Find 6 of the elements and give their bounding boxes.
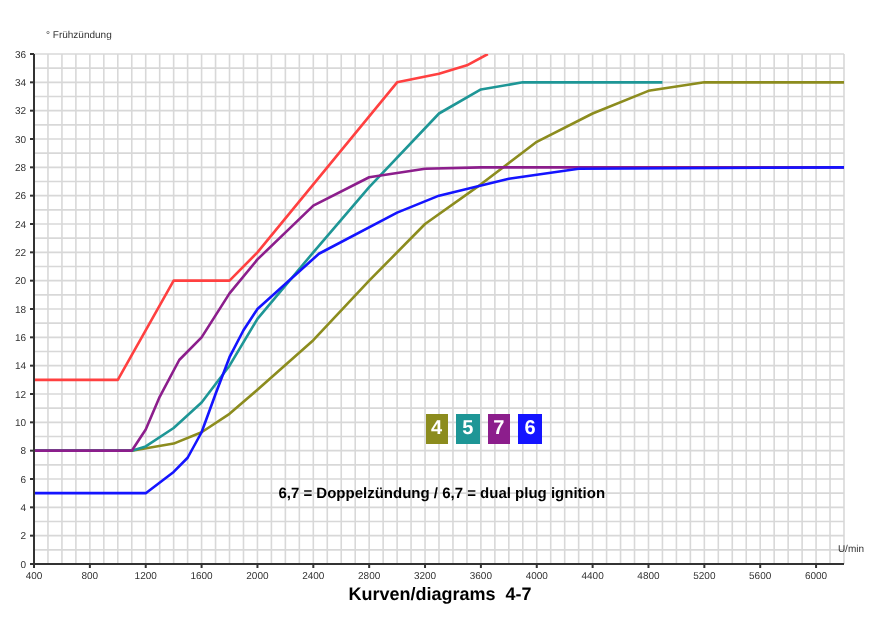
text: 7: [487, 414, 511, 445]
text: 6: [518, 414, 542, 445]
text: 4: [425, 414, 449, 445]
text: Kurven/diagrams 4-7: [346, 584, 534, 604]
line-series: [34, 54, 490, 382]
text: 5: [456, 414, 480, 445]
